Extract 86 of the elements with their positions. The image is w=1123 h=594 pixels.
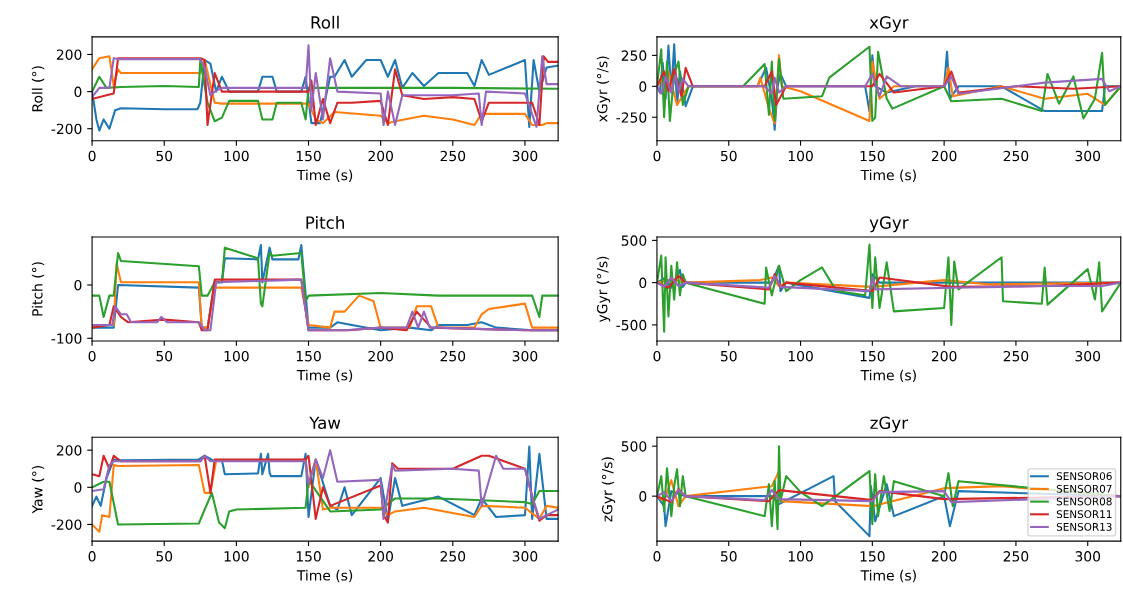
y-axis-title: yGyr (°/s): [596, 256, 611, 323]
line-series: [92, 278, 559, 332]
x-tick-label: 50: [720, 551, 737, 562]
x-tick-label: 200: [368, 150, 393, 162]
x-tick-label: 100: [788, 150, 813, 162]
x-tick-label: 50: [720, 150, 737, 162]
x-tick-label: 300: [1075, 150, 1101, 162]
chart-title: Pitch: [306, 216, 344, 229]
x-tick-label: 300: [512, 350, 538, 362]
x-tick-label: 250: [1003, 350, 1029, 362]
x-tick-label: 100: [224, 150, 249, 162]
x-tick-label: 300: [512, 150, 538, 162]
x-tick-label: 300: [1075, 350, 1101, 362]
y-tick-label: -250: [616, 112, 647, 123]
x-tick-label: 100: [224, 551, 249, 562]
legend-label: SENSOR06: [1056, 472, 1112, 481]
x-tick-label: 50: [156, 551, 173, 562]
y-tick-label: 0: [639, 81, 647, 92]
y-axis-title: Pitch (°): [31, 262, 45, 316]
y-axis-title: Roll (°): [31, 66, 45, 112]
x-tick-label: 100: [788, 350, 813, 362]
x-tick-label: 250: [1003, 150, 1029, 162]
x-tick-label: 50: [720, 350, 737, 362]
y-tick-label: 200: [56, 49, 82, 60]
y-tick-label: 200: [56, 445, 82, 456]
y-tick-label: 250: [621, 50, 647, 61]
x-tick-label: 100: [788, 551, 813, 562]
x-axis-title: Time (s): [296, 569, 353, 583]
x-axis-title: Time (s): [296, 169, 353, 182]
y-tick-label: 0: [74, 482, 82, 493]
x-tick-label: 150: [860, 350, 885, 362]
x-tick-label: 0: [88, 350, 96, 362]
x-axis-title: Time (s): [860, 569, 916, 583]
x-tick-label: 250: [440, 551, 466, 562]
legend-label: SENSOR07: [1056, 484, 1112, 493]
y-tick-label: -100: [51, 333, 82, 344]
chart-title: Yaw: [309, 416, 341, 430]
legend-label: SENSOR13: [1056, 522, 1112, 531]
chart-title: yGyr: [869, 216, 909, 233]
x-tick-label: 0: [653, 150, 661, 162]
y-tick-label: 0: [639, 491, 647, 502]
x-tick-label: 100: [224, 350, 249, 362]
x-axis-title: Time (s): [296, 369, 353, 383]
x-tick-label: 250: [1003, 551, 1029, 562]
x-tick-label: 0: [88, 150, 96, 162]
y-tick-label: 500: [621, 441, 647, 452]
y-axis-title: zGyr (°/s): [601, 457, 616, 522]
x-axis-title: Time (s): [860, 369, 916, 383]
x-tick-label: 50: [156, 150, 173, 162]
x-tick-label: 250: [440, 150, 466, 162]
chart-title: Roll: [311, 15, 339, 29]
x-tick-label: 300: [512, 551, 538, 562]
y-tick-label: 500: [621, 235, 647, 246]
x-tick-label: 150: [860, 551, 885, 562]
y-tick-label: -200: [51, 519, 82, 530]
chart-title: xGyr: [869, 16, 909, 32]
x-tick-label: 200: [368, 350, 393, 362]
chart-title: zGyr: [870, 416, 909, 433]
x-tick-label: 50: [156, 350, 173, 362]
x-tick-label: 150: [296, 150, 321, 162]
x-tick-label: 0: [88, 551, 96, 562]
legend-label: SENSOR08: [1056, 497, 1112, 506]
x-tick-label: 200: [931, 551, 957, 562]
x-tick-label: 150: [860, 150, 885, 162]
x-tick-label: 200: [368, 551, 393, 562]
x-tick-label: 300: [1075, 551, 1101, 562]
line-series: [656, 243, 1121, 333]
y-tick-label: 0: [74, 279, 82, 291]
x-tick-label: 250: [440, 350, 466, 362]
line-series: [656, 72, 1121, 98]
line-series: [92, 478, 559, 530]
legend-label: SENSOR11: [1056, 510, 1112, 519]
x-tick-label: 0: [653, 350, 661, 362]
x-tick-label: 0: [653, 551, 661, 562]
y-axis-title: xGyr (°/s): [596, 56, 611, 122]
y-tick-label: 0: [74, 86, 82, 98]
x-tick-label: 200: [931, 350, 957, 362]
y-tick-label: -500: [616, 319, 647, 331]
y-axis-title: Yaw (°): [31, 466, 45, 514]
y-tick-label: -200: [51, 123, 82, 135]
y-tick-label: 0: [639, 277, 647, 289]
line-series: [92, 246, 559, 319]
x-axis-title: Time (s): [860, 169, 916, 182]
x-tick-label: 150: [296, 350, 321, 362]
x-tick-label: 200: [931, 150, 957, 162]
x-tick-label: 150: [296, 551, 321, 562]
